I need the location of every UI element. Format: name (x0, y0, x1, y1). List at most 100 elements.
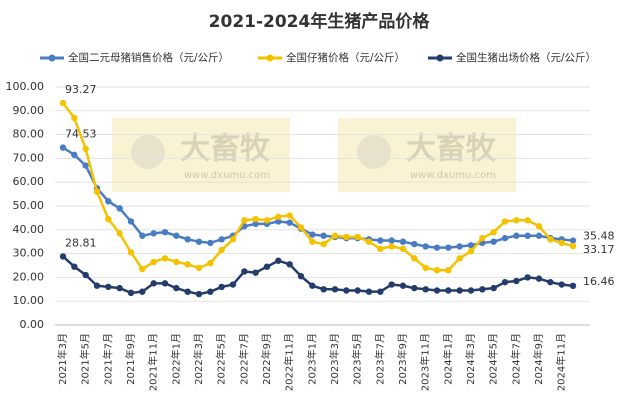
point (218, 236, 225, 243)
data-label: 35.48 (583, 230, 615, 243)
y-tick-label: 50.00 (13, 199, 45, 212)
point (445, 267, 452, 274)
point (105, 283, 112, 291)
point (116, 205, 123, 212)
point (547, 278, 554, 286)
series-line (62, 255, 574, 296)
y-tick-label: 100.00 (6, 80, 45, 93)
point (297, 273, 305, 280)
x-tick-label: 2021年3月 (56, 333, 69, 385)
point (377, 245, 384, 253)
y-tick-label: 60.00 (13, 175, 45, 188)
point (59, 253, 67, 260)
point (309, 231, 316, 238)
x-tick-label: 2024年11月 (555, 333, 568, 391)
point (411, 284, 418, 292)
data-label: 28.81 (65, 236, 97, 249)
point (331, 232, 339, 239)
x-tick-label: 2022年11月 (283, 333, 296, 391)
point (377, 288, 384, 295)
point (252, 215, 259, 223)
point (320, 286, 327, 293)
point (263, 263, 271, 270)
point (456, 255, 463, 262)
point (490, 284, 497, 292)
y-tick-label: 80.00 (13, 128, 45, 141)
point (105, 198, 112, 205)
point (207, 288, 214, 295)
point (82, 162, 89, 169)
point (456, 287, 463, 294)
point (433, 267, 441, 274)
legend-marker (48, 54, 56, 62)
point (445, 244, 452, 251)
point (263, 217, 271, 224)
point (377, 237, 384, 244)
point (93, 188, 101, 195)
point (93, 282, 101, 289)
x-tick-label: 2024年7月 (509, 333, 522, 385)
point (399, 238, 407, 245)
point (558, 281, 565, 288)
watermark-brand: 大畜牧 (180, 132, 271, 167)
point (479, 234, 486, 242)
point (59, 144, 67, 151)
point (71, 151, 78, 159)
x-tick-label: 2021年11月 (147, 333, 160, 391)
point (501, 278, 509, 286)
point (501, 234, 509, 242)
point (275, 257, 282, 264)
y-tick-label: 10.00 (13, 294, 45, 307)
point (252, 269, 259, 276)
point (127, 218, 135, 225)
point (173, 258, 180, 266)
legend-marker (436, 54, 444, 62)
watermark-url: www.dxumu.com (410, 170, 496, 181)
point (229, 281, 237, 288)
y-tick-label: 70.00 (13, 151, 45, 164)
legend-marker (266, 54, 274, 62)
x-tick-label: 2024年1月 (441, 333, 454, 385)
point (365, 288, 373, 295)
point (524, 232, 531, 239)
point (161, 255, 169, 262)
point (569, 242, 577, 250)
point (422, 243, 429, 250)
point (331, 286, 339, 293)
watermark-brand: 大畜牧 (406, 132, 497, 167)
x-tick-label: 2022年9月 (260, 333, 273, 385)
point (411, 255, 418, 262)
x-tick-label: 2024年3月 (464, 333, 477, 385)
point (479, 286, 486, 293)
data-label: 93.27 (65, 83, 97, 96)
point (195, 238, 203, 245)
point (229, 236, 237, 243)
y-tick-label: 90.00 (13, 104, 45, 117)
point (173, 284, 180, 292)
point (127, 289, 135, 297)
point (388, 243, 395, 250)
point (286, 219, 293, 226)
point (71, 114, 78, 122)
point (71, 263, 78, 270)
point (524, 274, 531, 281)
point (116, 230, 123, 237)
point (467, 287, 475, 294)
point (139, 232, 146, 239)
x-tick-label: 2022年5月 (215, 333, 228, 385)
point (218, 246, 225, 254)
watermark-url: www.dxumu.com (184, 170, 270, 181)
point (286, 261, 293, 268)
legend-label: 全国仔猪价格（元/公斤） (286, 51, 405, 64)
point (218, 283, 225, 291)
x-tick-label: 2023年1月 (305, 333, 318, 385)
point (184, 288, 191, 295)
x-tick-label: 2023年11月 (419, 333, 432, 391)
point (501, 218, 509, 225)
point (569, 282, 577, 290)
point (116, 284, 123, 292)
point (275, 213, 282, 220)
point (320, 240, 327, 248)
y-tick-label: 40.00 (13, 223, 45, 236)
point (433, 287, 441, 294)
